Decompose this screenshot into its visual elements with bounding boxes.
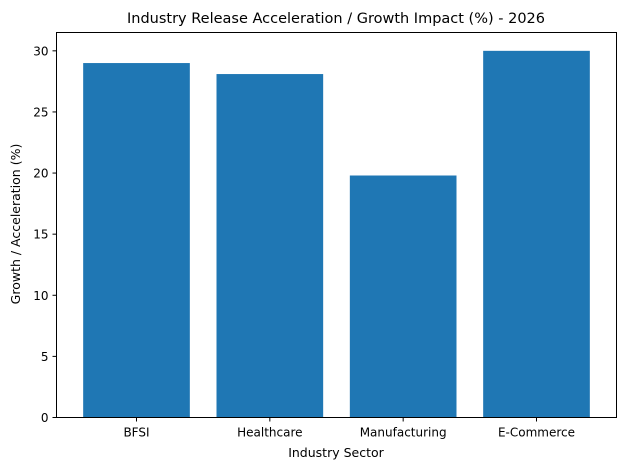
y-tick-label: 25 <box>33 105 48 119</box>
bar-manufacturing <box>349 175 457 418</box>
y-tick-label: 30 <box>33 44 48 58</box>
x-tick-label: Manufacturing <box>360 426 447 440</box>
y-tick-label: 15 <box>33 228 48 242</box>
y-tick-label: 10 <box>33 289 48 303</box>
x-axis-label: Industry Sector <box>288 445 384 460</box>
y-axis-label: Growth / Acceleration (%) <box>8 144 23 305</box>
x-tick-label: Healthcare <box>237 426 302 440</box>
bar-e-commerce <box>483 50 590 418</box>
y-tick-label: 20 <box>33 167 48 181</box>
y-tick-label: 5 <box>41 350 49 364</box>
y-tick-label: 0 <box>41 411 49 425</box>
bar-bfsi <box>83 63 190 418</box>
chart-title: Industry Release Acceleration / Growth I… <box>127 11 545 27</box>
bar-healthcare <box>216 74 324 418</box>
x-tick-label: BFSI <box>123 426 149 440</box>
axes-frame <box>56 32 617 418</box>
x-tick-label: E-Commerce <box>498 426 575 440</box>
